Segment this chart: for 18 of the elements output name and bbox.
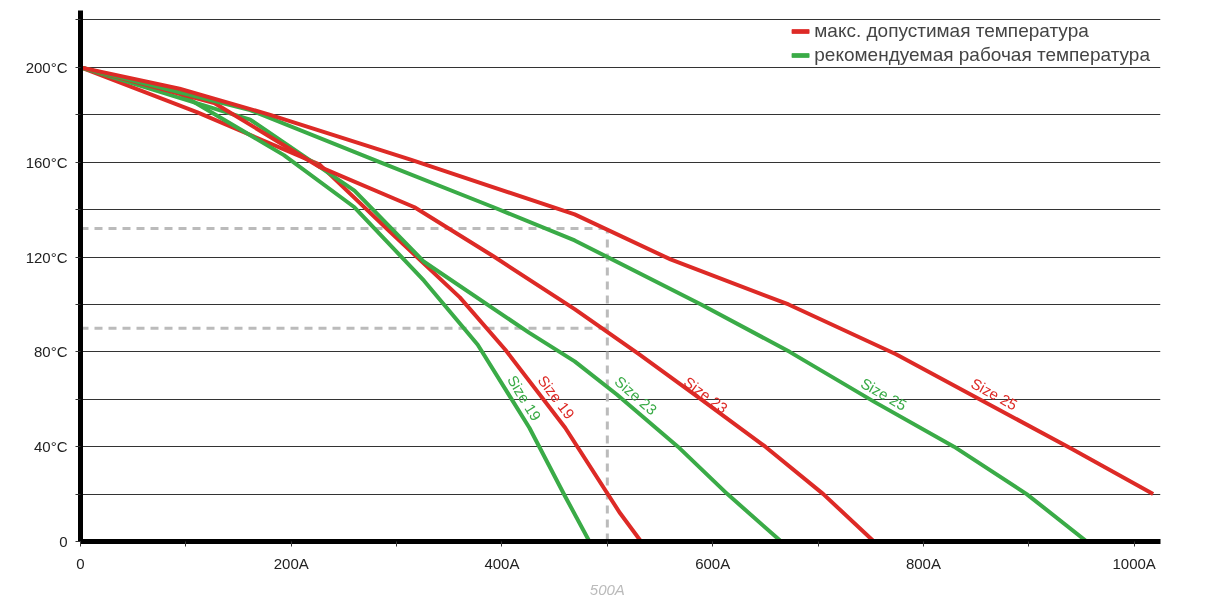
legend-label: рекомендуемая рабочая температура <box>814 44 1150 66</box>
x-tick-label: 200A <box>273 554 309 572</box>
x-tick-label: 600A <box>695 554 731 572</box>
annotation: Size 25 <box>857 374 910 414</box>
x-tick-label: 800A <box>905 554 941 572</box>
annotation: Size 25 <box>968 374 1021 414</box>
y-tick-label: 200°C <box>25 58 68 76</box>
x-tick-label: 1000A <box>1112 554 1156 572</box>
y-tick-label: 0 <box>59 533 68 550</box>
legend-label: макс. допустимая температура <box>814 20 1089 42</box>
ref-line-label: 500A <box>589 580 625 598</box>
x-tick-label: 400A <box>484 554 520 572</box>
y-tick-label: 160°C <box>25 153 68 171</box>
annotation: Size 23 <box>611 372 661 419</box>
x-tick-label: 0 <box>76 554 85 572</box>
y-tick-label: 80°C <box>33 343 68 361</box>
y-tick-label: 120°C <box>25 248 68 266</box>
y-tick-label: 40°C <box>33 438 68 456</box>
